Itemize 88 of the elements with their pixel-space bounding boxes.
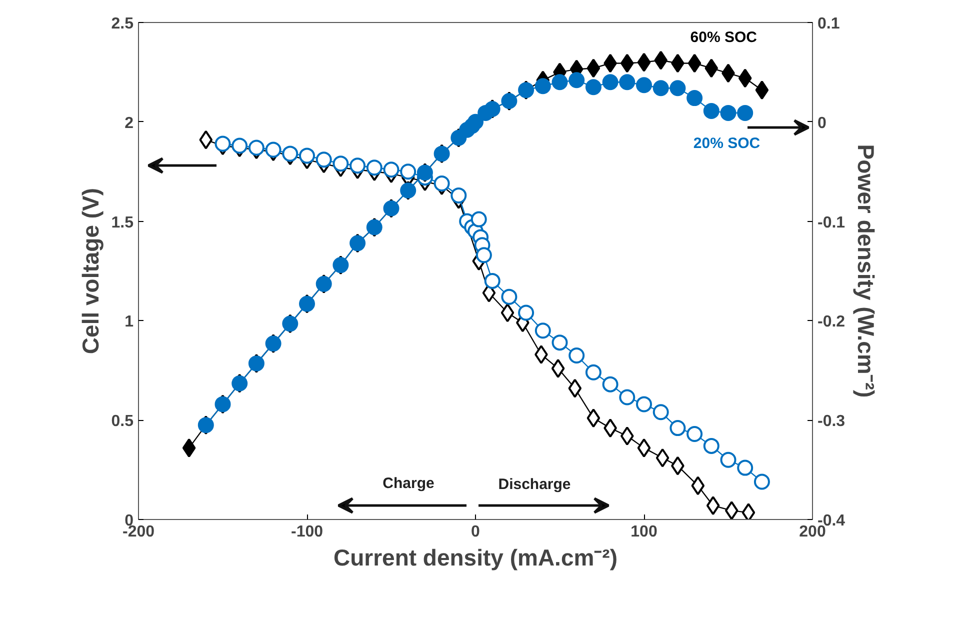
point: [476, 247, 492, 264]
point: [704, 58, 718, 78]
x-tick-label: -100: [290, 524, 324, 540]
point: [232, 138, 248, 154]
point: [214, 136, 231, 152]
y2-tick-label: -0.1: [818, 214, 846, 232]
point: [720, 452, 736, 468]
y2-tick-label: -0.3: [818, 413, 846, 430]
point: [737, 104, 754, 121]
y-tick-label: 1.5: [111, 214, 134, 232]
y-tick-label: 2: [124, 114, 134, 132]
point: [686, 90, 703, 106]
point: [500, 303, 514, 322]
point: [691, 476, 705, 496]
point: [754, 474, 770, 490]
y2-tick-label: 0: [818, 114, 826, 132]
point: [552, 74, 568, 90]
point: [534, 322, 551, 339]
point: [468, 114, 484, 130]
point: [182, 438, 196, 458]
point: [450, 187, 467, 204]
point: [248, 140, 264, 156]
point: [620, 426, 634, 446]
point: [568, 348, 585, 364]
point: [501, 288, 518, 305]
y2-tick-label: -0.2: [818, 314, 846, 331]
y-axis-title: Cell voltage (V): [77, 188, 104, 354]
point: [484, 272, 500, 289]
point: [586, 408, 600, 428]
x-tick-label: 100: [630, 524, 658, 540]
point: [350, 158, 366, 174]
point: [686, 426, 703, 442]
point: [602, 74, 618, 90]
annotation: Charge: [382, 475, 434, 492]
point: [534, 78, 551, 94]
point: [434, 176, 450, 192]
point: [619, 74, 636, 90]
point: [586, 58, 600, 78]
point: [652, 404, 669, 420]
point: [551, 358, 565, 378]
point: [585, 79, 602, 96]
point: [670, 420, 686, 436]
point: [383, 162, 400, 178]
point: [742, 503, 756, 520]
annotation: Discharge: [498, 476, 571, 493]
point: [568, 72, 585, 88]
point: [299, 148, 315, 164]
x-tick-label: 0: [471, 524, 480, 540]
point: [738, 68, 752, 88]
y2-axis-title: Power density (W.cm⁻²): [853, 144, 880, 398]
point: [619, 389, 636, 406]
point: [720, 104, 736, 121]
point: [366, 160, 382, 176]
point: [316, 152, 332, 168]
point: [282, 146, 298, 162]
y-tick-label: 0.5: [111, 413, 134, 430]
point: [470, 211, 487, 228]
point: [755, 80, 769, 100]
point: [636, 396, 652, 412]
point: [703, 438, 720, 454]
x-axis-title: Current density (mA.cm⁻²): [333, 544, 618, 570]
point: [568, 378, 582, 398]
point: [703, 102, 720, 119]
series-label: 20% SOC: [693, 134, 760, 152]
point: [620, 54, 634, 73]
point: [656, 448, 670, 468]
point: [724, 501, 738, 520]
point: [265, 142, 282, 158]
point: [670, 80, 686, 96]
point: [518, 304, 534, 321]
point: [706, 496, 720, 516]
point: [688, 54, 702, 73]
point: [552, 334, 568, 351]
point: [737, 460, 754, 476]
point: [654, 50, 668, 70]
y2-tick-label: 0.1: [818, 16, 840, 32]
point: [400, 164, 416, 180]
y-tick-label: 2.5: [111, 16, 134, 32]
point: [332, 156, 349, 172]
point: [585, 364, 602, 380]
series-label: 60% SOC: [690, 29, 758, 46]
point: [602, 376, 618, 392]
point: [199, 130, 213, 150]
y-tick-label: 1: [124, 314, 134, 331]
point: [636, 77, 652, 94]
point: [652, 80, 669, 96]
point: [637, 438, 651, 458]
point: [637, 52, 651, 72]
